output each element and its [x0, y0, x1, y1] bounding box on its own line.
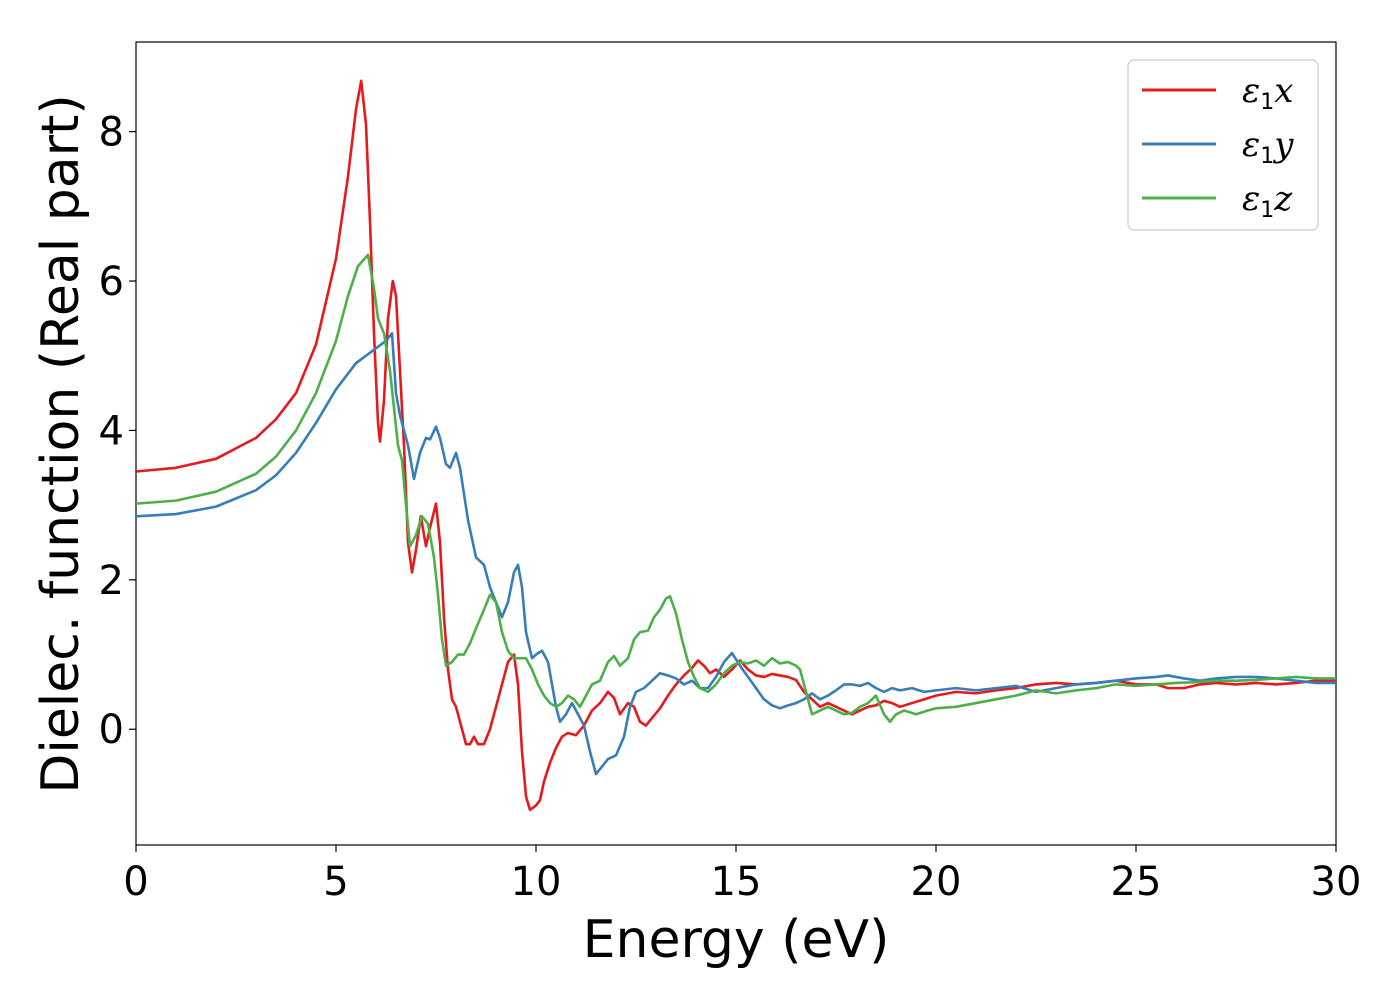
x-tick-label: 20	[911, 859, 962, 905]
y-tick-label: 2	[99, 558, 124, 604]
x-tick-label: 5	[323, 859, 348, 905]
legend-box	[1127, 59, 1319, 231]
series-line-z	[136, 253, 1336, 724]
y-tick-label: 8	[99, 110, 124, 156]
legend-label-x: ε1x	[1242, 71, 1293, 115]
x-axis-title: Energy (eV)	[583, 910, 890, 970]
x-tick-label: 0	[123, 859, 148, 905]
series-layer	[136, 79, 1336, 812]
x-tick-label: 10	[511, 859, 562, 905]
x-tick-label: 25	[1111, 859, 1162, 905]
x-tick-label: 30	[1311, 859, 1362, 905]
legend-label-y: ε1y	[1242, 125, 1294, 169]
y-tick-label: 4	[99, 408, 124, 454]
y-axis-title: Dielec. function (Real part)	[31, 94, 91, 793]
x-tick-label: 15	[711, 859, 762, 905]
legend-label-z: ε1z	[1242, 179, 1293, 223]
y-tick-label: 6	[99, 259, 124, 305]
ticks-layer: 0 5 10 15 20 25 30 0 2 4 6 8	[99, 110, 1362, 905]
series-line-y	[136, 332, 1336, 776]
legend: ε1x ε1y ε1z	[1127, 59, 1319, 231]
y-tick-label: 0	[99, 707, 124, 753]
series-line-x	[136, 79, 1336, 812]
